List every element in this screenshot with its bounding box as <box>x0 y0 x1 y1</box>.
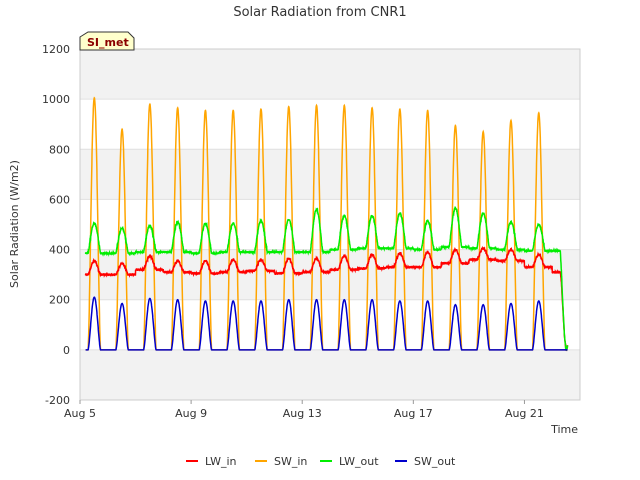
series-line-sw-out <box>85 296 568 351</box>
y-tick-label: 800 <box>49 143 70 156</box>
y-tick-label: -200 <box>45 394 70 407</box>
series-line-lw-out <box>84 205 569 351</box>
x-tick-label: Aug 17 <box>394 407 433 420</box>
chart-title: Solar Radiation from CNR1 <box>233 5 406 20</box>
y-axis-label: Solar Radiation (W/m2) <box>8 160 21 288</box>
y-tick-label: 1000 <box>42 93 70 106</box>
plot-band <box>80 149 580 200</box>
plot-band <box>80 249 580 300</box>
y-tick-label: 1200 <box>42 43 70 56</box>
legend-label-sw-in: SW_in <box>274 455 307 468</box>
series-lines <box>84 96 569 352</box>
series-line-sw-in <box>85 96 568 351</box>
y-tick-label: 200 <box>49 294 70 307</box>
legend-label-lw-out: LW_out <box>339 455 379 468</box>
x-tick-label: Aug 9 <box>175 407 207 420</box>
legend-label-sw-out: SW_out <box>414 455 456 468</box>
x-axis-label: Time <box>550 423 578 436</box>
legend: LW_in SW_in LW_out SW_out <box>186 455 456 468</box>
y-tick-label: 0 <box>63 344 70 357</box>
station-badge-label: SI_met <box>87 36 129 49</box>
y-tick-label: 400 <box>49 244 70 257</box>
y-tick-label: 600 <box>49 193 70 206</box>
plot-background <box>80 49 580 400</box>
plot-band <box>80 349 580 400</box>
station-badge-shape <box>79 31 135 51</box>
station-badge: SI_met <box>79 31 135 51</box>
x-tick-label: Aug 13 <box>283 407 322 420</box>
series-line-lw-in <box>84 245 569 352</box>
x-tick-label: Aug 21 <box>505 407 544 420</box>
plot-frame <box>79 48 581 401</box>
plot-band <box>80 49 580 100</box>
x-tick-label: Aug 5 <box>64 407 96 420</box>
y-axis-ticks: -200 0 200 400 600 800 1000 1200 <box>42 43 70 407</box>
x-axis-ticks: Aug 5 Aug 9 Aug 13 Aug 17 Aug 21 <box>64 400 544 420</box>
legend-label-lw-in: LW_in <box>205 455 237 468</box>
